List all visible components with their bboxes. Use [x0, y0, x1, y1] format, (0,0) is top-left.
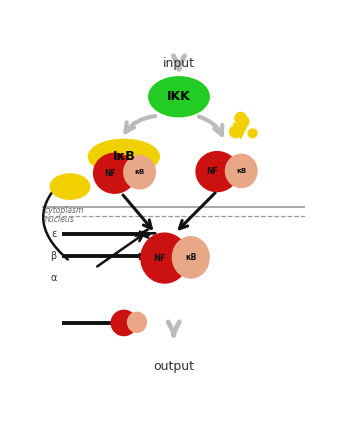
Text: output: output [153, 360, 194, 373]
Ellipse shape [230, 126, 241, 138]
Ellipse shape [141, 233, 188, 283]
Ellipse shape [94, 153, 136, 193]
Text: κB: κB [135, 169, 145, 175]
Ellipse shape [196, 152, 238, 191]
Text: IKK: IKK [167, 90, 191, 103]
Ellipse shape [124, 156, 155, 189]
Ellipse shape [248, 129, 257, 138]
Text: κB: κB [236, 168, 246, 174]
Ellipse shape [225, 154, 257, 187]
Polygon shape [233, 124, 248, 138]
Ellipse shape [173, 237, 209, 278]
Ellipse shape [235, 112, 246, 124]
Text: κB: κB [185, 253, 196, 262]
Ellipse shape [111, 310, 136, 336]
Text: nucleus: nucleus [45, 215, 75, 224]
Text: NF: NF [206, 167, 218, 176]
Text: cytoplasm: cytoplasm [45, 206, 84, 215]
Ellipse shape [50, 174, 89, 199]
Ellipse shape [88, 140, 159, 174]
Text: NF: NF [154, 254, 166, 263]
Text: β: β [51, 251, 57, 261]
Ellipse shape [149, 77, 209, 117]
Text: α: α [51, 273, 57, 283]
Text: NF: NF [104, 169, 116, 178]
Ellipse shape [239, 117, 249, 127]
Text: input: input [163, 57, 195, 70]
Text: ε: ε [52, 229, 57, 239]
Text: IκB: IκB [113, 150, 135, 163]
Ellipse shape [127, 312, 146, 332]
